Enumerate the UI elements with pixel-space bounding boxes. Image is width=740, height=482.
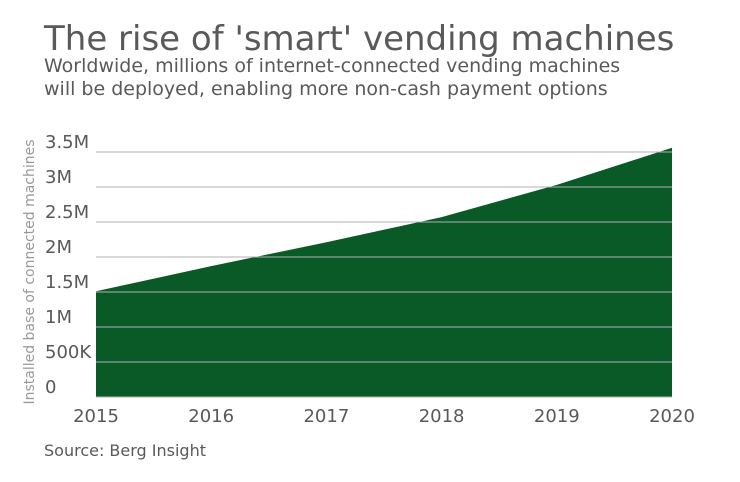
chart-title: The rise of 'smart' vending machines [43,19,674,59]
y-tick-label: 2M [45,237,72,258]
source: Source: Berg Insight [44,441,206,460]
x-tick-label: 2018 [419,406,465,427]
chart-subtitle: Worldwide, millions of internet-connecte… [44,55,620,77]
area [96,147,672,397]
y-tick-label: 3.5M [45,132,89,153]
x-tick-label: 2019 [534,406,580,427]
y-tick-label: 1M [45,307,72,328]
y-tick-label: 2.5M [45,202,89,223]
y-tick-label: 3M [45,167,72,188]
x-tick-label: 2017 [303,406,349,427]
y-axis-label: Installed base of connected machines [22,139,38,404]
x-tick-label: 2015 [73,406,119,427]
x-tick-label: 2020 [649,406,695,427]
chart-subtitle: will be deployed, enabling more non-cash… [44,78,608,100]
y-tick-label: 500K [45,342,92,363]
y-tick-label: 1.5M [45,272,89,293]
x-tick-label: 2016 [188,406,234,427]
y-tick-label: 0 [45,377,56,398]
